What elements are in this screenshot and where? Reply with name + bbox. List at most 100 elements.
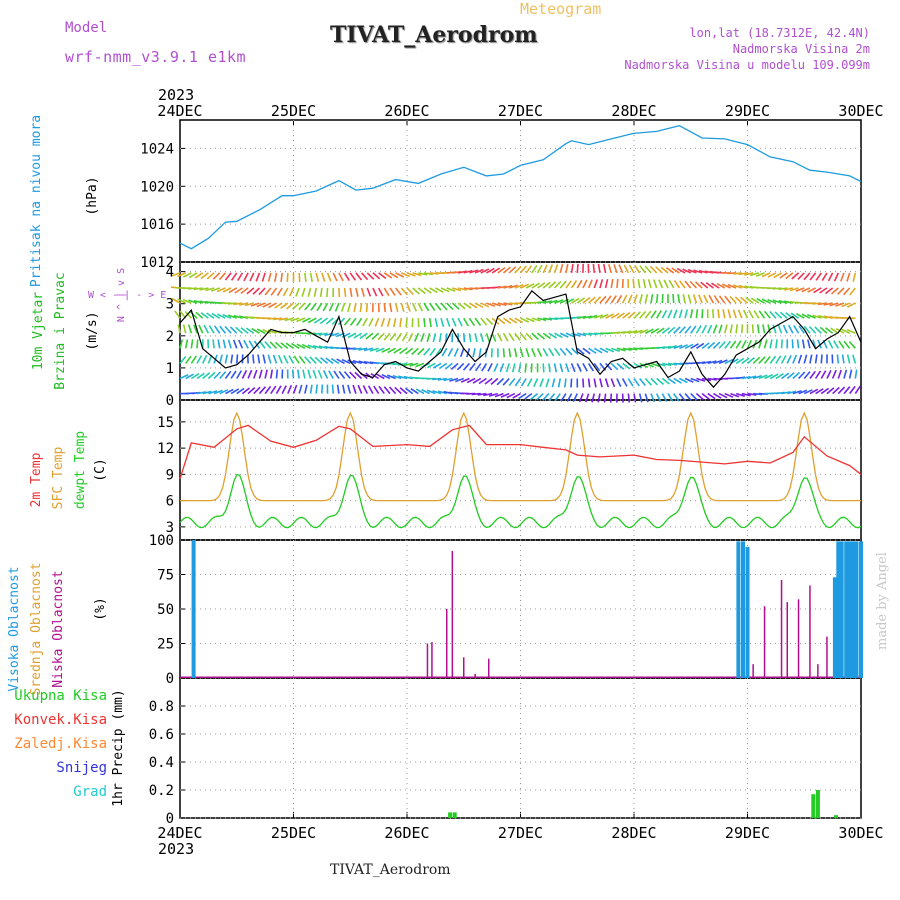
wind-barb	[696, 377, 706, 382]
wind-barb	[755, 272, 765, 277]
wind-barb	[637, 278, 641, 289]
wind-barb	[190, 373, 200, 380]
wind-barb	[362, 385, 368, 394]
wind-barb	[656, 377, 665, 386]
wind-barb	[240, 287, 249, 295]
y-tick-label: 3	[166, 520, 174, 536]
wind-barb	[668, 279, 675, 289]
subtitle: Meteogram	[520, 0, 602, 18]
wind-barb	[440, 317, 445, 328]
wind-barb	[341, 358, 351, 365]
wind-barb	[747, 375, 757, 380]
wind-barb	[237, 272, 244, 282]
wind-barb	[246, 287, 255, 295]
wind-barb	[638, 294, 643, 304]
wind-barb	[274, 272, 278, 282]
wind-barb	[511, 363, 516, 373]
wind-barb	[763, 310, 771, 319]
precip-legend-entry: Zaledj.Kisa	[14, 736, 107, 752]
wind-barb	[386, 374, 396, 380]
wind-barb	[663, 279, 669, 289]
wind-barb	[809, 326, 817, 334]
wind-barb	[633, 378, 640, 387]
wind-barb	[852, 354, 857, 364]
y-tick-label: 0	[166, 393, 174, 409]
cloud_low-bar	[451, 551, 454, 678]
wind-barb	[735, 357, 745, 365]
wind-barb	[330, 357, 340, 365]
wind-barb	[366, 272, 375, 280]
wind-barb	[298, 384, 303, 394]
wind-axis-title-1: 10m Vjetar	[31, 292, 46, 370]
wind-barb	[378, 272, 387, 280]
wind-barb	[438, 333, 442, 343]
wind-barb	[791, 339, 794, 349]
wind-barb	[359, 332, 368, 340]
wind-barb	[565, 280, 572, 289]
wind-barb	[239, 302, 249, 306]
wind-barb	[846, 272, 851, 282]
wind-barb	[700, 281, 709, 289]
precip-legend-entry: Konvek.Kisa	[14, 712, 107, 728]
wind-barb	[577, 332, 587, 337]
wind-barb	[846, 354, 851, 364]
wind-barb	[781, 391, 791, 395]
wind-barb	[381, 347, 391, 353]
wind-barb	[559, 363, 564, 373]
wind-barb	[420, 332, 425, 342]
wind-barb	[841, 328, 851, 334]
wind-barb	[814, 354, 818, 364]
wind-barb	[557, 378, 562, 388]
wind-barb	[678, 393, 686, 402]
wind-barb	[559, 263, 564, 274]
wind-barb	[494, 392, 504, 398]
wind-barb	[718, 359, 728, 365]
wind-barb	[618, 264, 624, 274]
wind-barb	[281, 385, 287, 394]
wind-barb	[746, 339, 753, 349]
wind-barb	[261, 272, 266, 282]
wind-barb	[846, 328, 856, 334]
wind-barb	[286, 272, 289, 282]
precip-legend-entry: Snijeg	[56, 760, 107, 776]
t2m-line	[179, 424, 862, 479]
dewpt-temp-line	[179, 473, 862, 529]
wind-barb	[628, 347, 638, 351]
wind-barb	[374, 317, 380, 327]
cloud_high-bar	[736, 541, 741, 678]
wind-barb	[228, 314, 238, 319]
wind-barb	[457, 302, 466, 310]
wind-barb	[275, 385, 282, 394]
wind-barb	[353, 302, 357, 313]
wind-barb	[336, 384, 340, 394]
wind-barb	[262, 302, 272, 308]
wind-barb	[622, 362, 631, 370]
wind-barb	[389, 272, 399, 279]
wind-barb	[304, 384, 308, 394]
wind-barb	[280, 272, 283, 282]
wind-barb	[712, 324, 718, 334]
cloud_high-bar	[836, 541, 841, 678]
wind-barb	[353, 332, 363, 339]
wind-barb	[418, 272, 428, 276]
wind-barb	[673, 344, 683, 350]
wind-barb	[622, 347, 632, 351]
wind-barb	[667, 377, 676, 385]
wind-barb	[399, 387, 408, 395]
wind-barb	[717, 309, 720, 319]
cloud_low-bar	[817, 664, 819, 678]
wind-barb	[218, 272, 226, 281]
wind-barb	[358, 347, 368, 351]
wind-barb	[194, 272, 204, 279]
wind-barb	[779, 272, 788, 279]
wind-barb	[245, 327, 255, 334]
y-tick-label: 75	[157, 568, 174, 584]
wind-barb	[174, 310, 181, 319]
wind-barb	[843, 369, 848, 379]
wind-barb	[257, 354, 261, 364]
wind-barb	[758, 339, 763, 349]
wind-barb	[610, 278, 614, 289]
wind-barb	[282, 287, 289, 297]
y-tick-label: 1	[166, 361, 174, 377]
wind-barb	[687, 294, 692, 304]
